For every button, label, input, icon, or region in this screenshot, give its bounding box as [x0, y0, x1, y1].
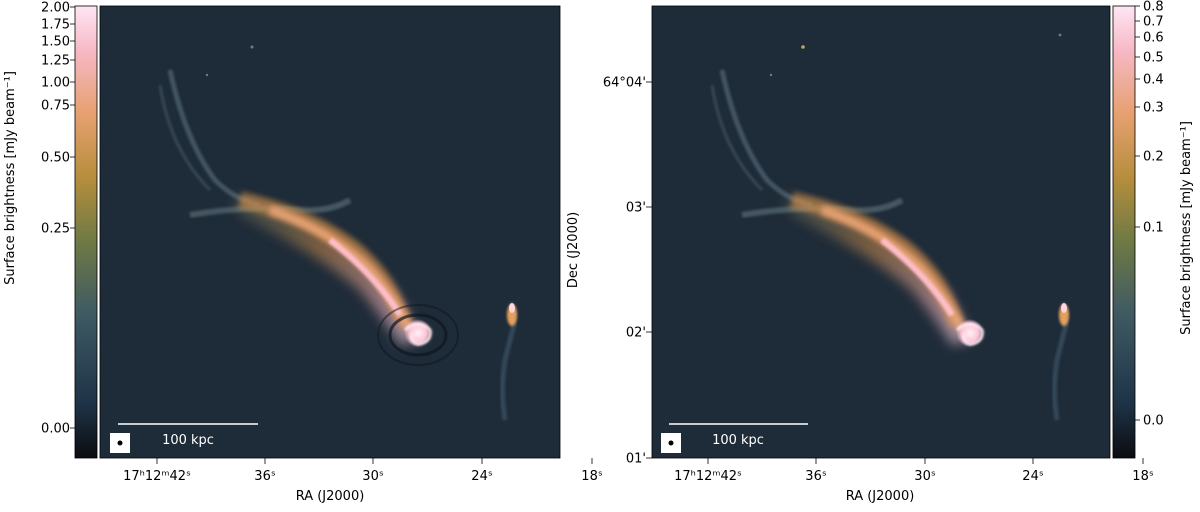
right-panel: 100 kpc 0.80.70.6 0.5 0.4 0.3 0.2 0.1 0.0 Surf… — [603, 0, 1194, 504]
left-ra-ticks: 17ʰ12ᵐ42ˢ 36ˢ 30ˢ 24ˢ 18ˢ — [123, 458, 603, 484]
right-dec-tick-label: 02' — [626, 326, 646, 341]
left-ylabel: Dec (J2000) — [566, 212, 581, 288]
right-ra-tick-label: 18ˢ — [1132, 469, 1154, 484]
left-sky-image — [99, 5, 561, 459]
right-beam-ellipse — [668, 440, 674, 446]
right-ra-tick-label: 36ˢ — [805, 469, 827, 484]
left-scale-bar-label: 100 kpc — [162, 433, 214, 448]
left-colorbar-tick-label: 1.00 — [41, 76, 70, 91]
right-colorbar — [1112, 5, 1136, 459]
right-dec-tick-label: 01' — [626, 452, 646, 467]
right-ra-tick-label: 17ʰ12ᵐ42ˢ — [674, 469, 742, 484]
left-colorbar-tick-label: 0.25 — [41, 222, 70, 237]
left-colorbar-tick-label: 1.50 — [41, 35, 70, 50]
right-ra-tick-label: 30ˢ — [914, 469, 936, 484]
left-colorbar-tick-label: 1.25 — [41, 54, 70, 69]
right-scale-bar-label: 100 kpc — [712, 433, 764, 448]
left-colorbar-tick-label: 1.75 — [41, 18, 70, 33]
left-panel: 2.00 1.75 1.50 1.25 1.00 0.75 0.50 0.25 0.00 Sur… — [3, 1, 603, 505]
left-ra-tick-label: 30ˢ — [362, 469, 384, 484]
right-dec-ticks: 64°04' 03' 02' 01' — [603, 76, 652, 467]
right-colorbar-tick-label: 0.0 — [1143, 414, 1164, 429]
left-ra-tick-label: 24ˢ — [471, 469, 493, 484]
left-radio-emission — [158, 45, 517, 421]
right-ra-ticks: 17ʰ12ᵐ42ˢ 36ˢ 30ˢ 24ˢ 18ˢ — [674, 458, 1154, 484]
left-colorbar-tick-label: 0.50 — [41, 151, 70, 166]
left-ra-tick-label: 18ˢ — [581, 469, 603, 484]
right-radio-emission — [710, 33, 1069, 421]
right-colorbar-tick-label: 0.3 — [1143, 101, 1164, 116]
right-dec-tick-label: 03' — [626, 201, 646, 216]
right-colorbar-ticks: 0.80.70.6 0.5 0.4 0.3 0.2 0.1 0.0 — [1135, 0, 1164, 429]
left-colorbar-tick-label: 0.00 — [41, 422, 70, 437]
right-xlabel: RA (J2000) — [846, 489, 915, 504]
right-colorbar-tick-label: 0.8 — [1143, 0, 1164, 15]
left-colorbar-label: Surface brightness [mJy beam⁻¹] — [3, 71, 18, 285]
left-colorbar — [74, 5, 98, 459]
right-colorbar-tick-label: 0.5 — [1143, 51, 1164, 66]
right-ra-tick-label: 24ˢ — [1022, 469, 1044, 484]
left-colorbar-tick-label: 2.00 — [41, 1, 70, 16]
left-ra-tick-label: 36ˢ — [254, 469, 276, 484]
right-dec-tick-label: 64°04' — [603, 76, 646, 91]
left-xlabel: RA (J2000) — [296, 489, 365, 504]
right-colorbar-tick-label: 0.6 — [1143, 31, 1164, 46]
right-colorbar-tick-label: 0.7 — [1143, 15, 1164, 30]
left-colorbar-tick-label: 0.75 — [41, 99, 70, 114]
right-colorbar-tick-label: 0.4 — [1143, 73, 1164, 88]
left-beam-ellipse — [117, 440, 123, 446]
left-ra-tick-label: 17ʰ12ᵐ42ˢ — [123, 469, 191, 484]
right-colorbar-label: Surface brightness [mJy beam⁻¹] — [1179, 121, 1194, 335]
right-colorbar-tick-label: 0.1 — [1143, 221, 1164, 236]
right-colorbar-tick-label: 0.2 — [1143, 150, 1164, 165]
left-colorbar-ticks: 2.00 1.75 1.50 1.25 1.00 0.75 0.50 0.25 0.00 — [41, 1, 75, 437]
